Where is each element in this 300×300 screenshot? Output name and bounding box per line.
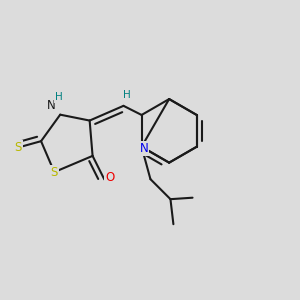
Text: O: O [105, 172, 114, 184]
Text: N: N [47, 99, 56, 112]
Text: S: S [51, 166, 58, 178]
Text: H: H [123, 90, 130, 100]
Text: H: H [55, 92, 63, 102]
Text: S: S [15, 141, 22, 154]
Text: N: N [140, 142, 148, 155]
